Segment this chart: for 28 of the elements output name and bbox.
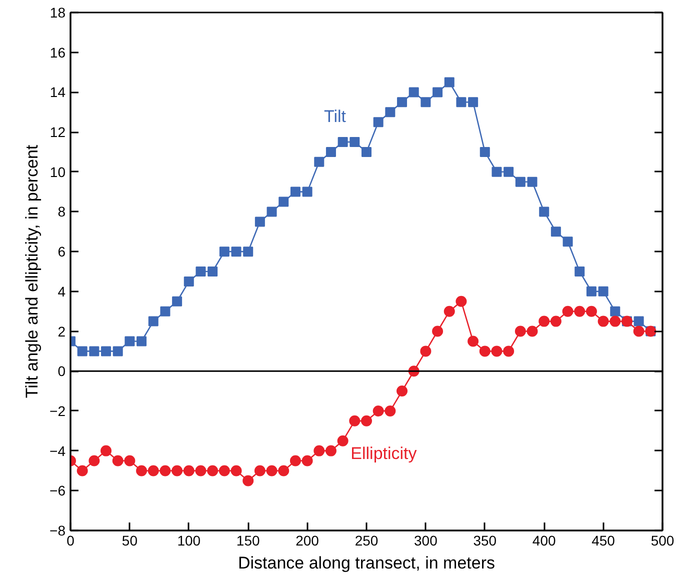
y-tick-label: 12 — [50, 124, 66, 140]
x-tick-label: 300 — [414, 532, 438, 548]
y-tick-label: 6 — [58, 244, 66, 260]
series-label: Ellipticity — [350, 444, 418, 463]
y-tick-label: −6 — [50, 482, 66, 499]
x-tick-label: 150 — [236, 532, 260, 548]
x-tick-label: 500 — [650, 532, 674, 548]
y-tick-label: 0 — [58, 363, 66, 380]
y-tick-label: 16 — [50, 44, 66, 60]
y-tick-label: 18 — [50, 4, 66, 20]
x-tick-label: 250 — [354, 532, 378, 548]
x-tick-label: 200 — [296, 532, 320, 548]
x-axis-title: Distance along transect, in meters — [238, 554, 496, 572]
x-tick-label: 50 — [122, 532, 138, 548]
y-tick-label: −4 — [50, 442, 66, 459]
x-tick-label: 100 — [177, 532, 201, 548]
x-tick-label: 350 — [473, 532, 497, 548]
y-tick-label: −8 — [50, 522, 66, 538]
y-tick-label: 14 — [50, 84, 66, 100]
y-tick-label: 8 — [58, 204, 66, 220]
y-tick-label: 4 — [58, 283, 66, 300]
y-axis-title: Tilt angle and ellipticity, in percent — [22, 144, 42, 398]
series-label: Tilt — [324, 106, 346, 126]
y-tick-label: −2 — [50, 402, 66, 419]
y-tick-label: 10 — [50, 164, 66, 180]
x-tick-label: 450 — [592, 532, 616, 548]
y-tick-label: 2 — [58, 323, 66, 340]
x-tick-label: 400 — [532, 532, 556, 548]
